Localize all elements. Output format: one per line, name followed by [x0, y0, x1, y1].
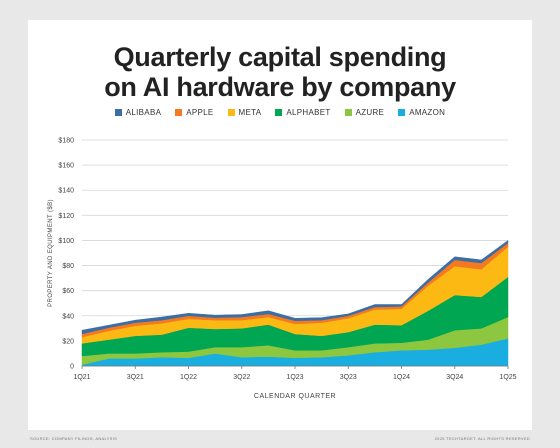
legend-label: AMAZON	[409, 108, 446, 117]
legend-label: ALPHABET	[286, 108, 331, 117]
footer-source: SOURCE: COMPANY FILINGS; ANALYSIS	[30, 436, 118, 441]
legend-item-alphabet: ALPHABET	[275, 108, 330, 117]
y-tick-label: $20	[62, 338, 74, 345]
legend-swatch	[398, 109, 406, 116]
chart-title-line-2: on AI hardware by company	[104, 72, 456, 102]
area-series-alibaba	[81, 239, 509, 335]
x-tick-label: 3Q23	[340, 374, 357, 381]
chart-legend: ALIBABA APPLE META ALPHABET AZURE AMAZON	[0, 108, 560, 117]
y-tick-label: $60	[62, 288, 74, 295]
y-tick-label: $80	[62, 263, 74, 270]
legend-swatch	[275, 109, 283, 116]
legend-label: META	[238, 108, 262, 117]
y-axis-title: PROPERTY AND EQUIPMENT ($B)	[48, 199, 54, 307]
legend-swatch	[175, 109, 183, 116]
legend-item-azure: AZURE	[344, 108, 385, 117]
legend-swatch	[114, 109, 122, 116]
legend-label: ALIBABA	[125, 108, 162, 117]
x-tick-label: 3Q22	[233, 374, 250, 381]
x-tick-label: 1Q25	[499, 374, 516, 381]
y-tick-label: $40	[62, 313, 74, 320]
legend-item-alibaba: ALIBABA	[114, 108, 162, 117]
legend-item-meta: META	[227, 108, 262, 117]
legend-item-apple: APPLE	[175, 108, 213, 117]
x-tick-label: 1Q22	[180, 374, 197, 381]
x-tick-label: 3Q21	[127, 374, 144, 381]
legend-label: APPLE	[186, 108, 214, 117]
y-tick-label: $120	[58, 213, 74, 220]
legend-label: AZURE	[355, 108, 385, 117]
legend-item-amazon: AMAZON	[398, 108, 445, 117]
y-tick-label: $160	[58, 163, 74, 170]
footer-copyright: 2025 TECHTARGET. ALL RIGHTS RESERVED	[434, 436, 530, 441]
y-tick-label: $140	[58, 188, 74, 195]
legend-swatch	[227, 109, 235, 116]
x-axis-title: CALENDAR QUARTER	[254, 393, 336, 400]
y-tick-label: 0	[70, 364, 74, 371]
x-tick-label: 1Q21	[73, 374, 90, 381]
legend-swatch	[344, 109, 352, 116]
x-tick-label: 1Q23	[286, 374, 303, 381]
y-tick-label: $180	[58, 138, 74, 145]
y-tick-label: $100	[58, 238, 74, 245]
x-tick-label: 3Q24	[446, 374, 463, 381]
x-tick-label: 1Q24	[393, 374, 410, 381]
chart-title-line-1: Quarterly capital spending	[113, 42, 447, 72]
